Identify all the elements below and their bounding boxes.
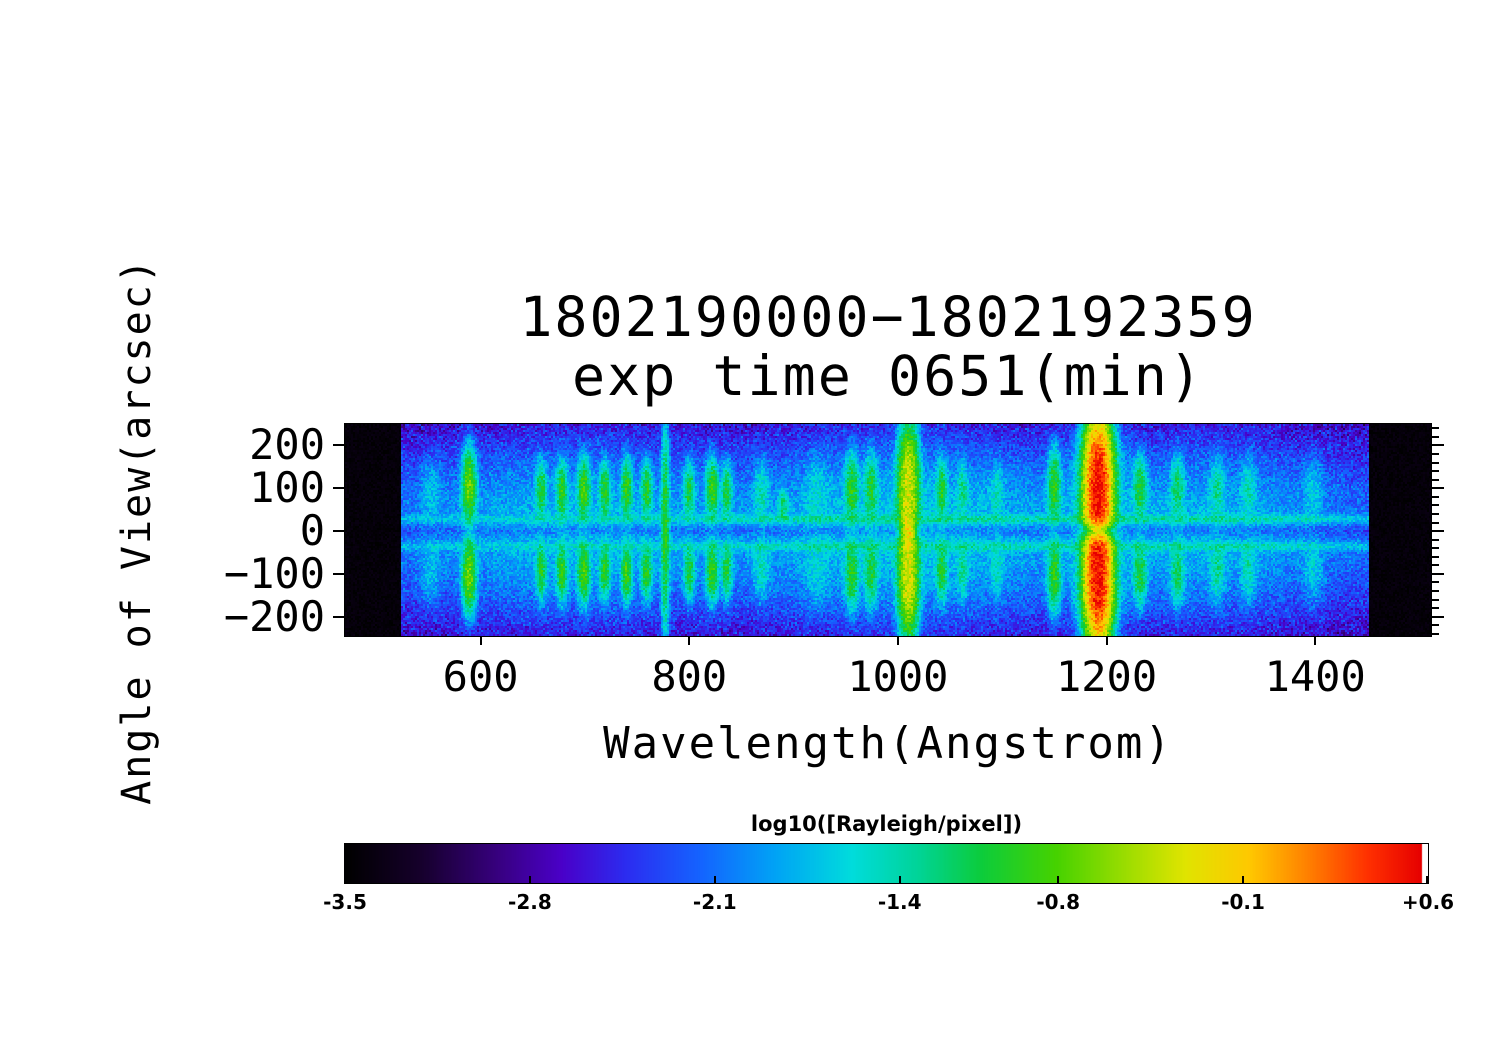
colorbar-tick-label: -0.1	[1221, 890, 1265, 914]
colorbar	[344, 843, 1429, 884]
colorbar-tick-label: -3.5	[323, 890, 367, 914]
right-tick-mark	[1432, 538, 1439, 541]
right-tick-mark	[1432, 581, 1439, 584]
y-tick-label: −200	[223, 591, 325, 641]
y-tick-label: 100	[249, 463, 325, 513]
plot-title-line1: 1802190000−1802192359	[519, 285, 1257, 349]
y-tick-label: 0	[299, 506, 325, 556]
y-tick-mark	[333, 572, 345, 575]
x-tick-label: 1200	[1055, 652, 1158, 701]
right-tick-mark	[1432, 478, 1439, 481]
right-tick-mark	[1432, 598, 1439, 601]
x-tick-mark	[479, 637, 482, 645]
right-tick-mark	[1432, 427, 1439, 430]
x-tick-mark	[1314, 637, 1317, 645]
right-tick-mark	[1432, 572, 1444, 575]
colorbar-tick-mark	[1426, 876, 1428, 883]
y-tick-mark	[333, 444, 345, 447]
x-tick-mark	[1105, 637, 1108, 645]
colorbar-tick-mark	[528, 876, 531, 883]
right-tick-mark	[1432, 555, 1439, 558]
right-tick-mark	[1432, 470, 1439, 473]
x-axis-label: Wavelength(Angstrom)	[603, 718, 1173, 769]
colorbar-canvas	[345, 844, 1428, 883]
x-tick-label: 600	[442, 652, 519, 701]
right-tick-mark	[1432, 461, 1439, 464]
colorbar-tick-mark	[1057, 876, 1060, 883]
x-tick-label: 1000	[847, 652, 949, 701]
y-tick-mark	[333, 487, 345, 490]
right-tick-mark	[1432, 521, 1439, 524]
right-tick-mark	[1432, 632, 1439, 635]
y-tick-label: −100	[223, 548, 325, 598]
x-tick-mark	[896, 637, 899, 645]
spectrogram-plot	[344, 423, 1432, 637]
x-tick-mark	[688, 637, 691, 645]
colorbar-title: log10([Rayleigh/pixel])	[750, 812, 1023, 836]
y-axis-label: Angle of View(arcsec)	[114, 257, 160, 805]
colorbar-tick-mark	[713, 876, 716, 883]
right-tick-mark	[1432, 495, 1439, 498]
right-tick-mark	[1432, 452, 1439, 455]
right-tick-mark	[1432, 547, 1439, 550]
right-tick-mark	[1432, 607, 1439, 610]
colorbar-tick-label: -1.4	[877, 890, 922, 914]
colorbar-tick-label: +0.6	[1401, 890, 1455, 914]
right-tick-mark	[1432, 624, 1439, 627]
right-tick-mark	[1432, 530, 1444, 533]
colorbar-tick-mark	[345, 876, 347, 883]
colorbar-tick-label: -2.8	[508, 890, 552, 914]
colorbar-tick-label: -0.8	[1036, 890, 1081, 914]
right-tick-mark	[1432, 444, 1444, 447]
right-tick-mark	[1432, 504, 1439, 507]
y-tick-label: 200	[249, 420, 325, 470]
colorbar-tick-mark	[1242, 876, 1245, 883]
colorbar-tick-mark	[898, 876, 901, 883]
right-tick-mark	[1432, 435, 1439, 438]
colorbar-tick-label: -2.1	[692, 890, 737, 914]
right-tick-mark	[1432, 564, 1439, 567]
x-tick-label: 800	[651, 652, 728, 701]
x-tick-label: 1400	[1264, 652, 1366, 701]
right-tick-mark	[1432, 512, 1439, 515]
spectrogram-canvas	[345, 424, 1431, 636]
y-tick-mark	[333, 615, 345, 618]
right-tick-mark	[1432, 590, 1439, 593]
right-tick-mark	[1432, 615, 1444, 618]
plot-title-line2: exp time 0651(min)	[571, 344, 1205, 408]
right-tick-mark	[1432, 487, 1444, 490]
y-tick-mark	[333, 530, 345, 533]
